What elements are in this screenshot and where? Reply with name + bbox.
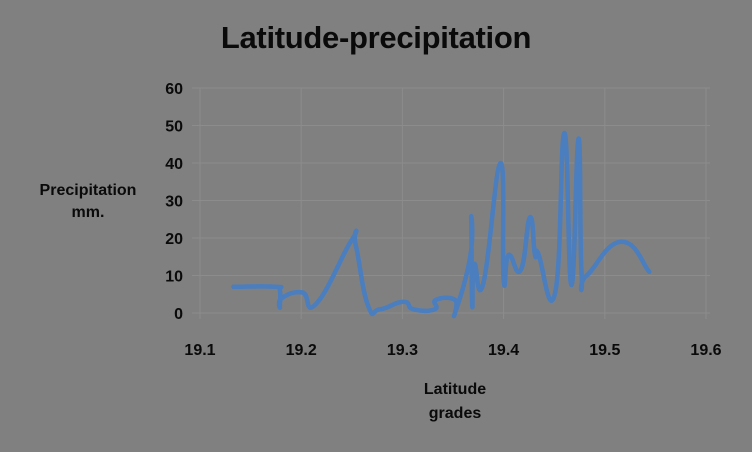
y-axis-label-line-1: Precipitation [39,182,137,199]
y-tick-label: 30 [165,194,183,211]
y-axis-label: Precipitation mm. [18,180,158,224]
x-axis-label: Latitude grades [370,378,540,426]
x-tick-label: 19.2 [286,342,317,359]
y-tick-label: 50 [165,119,183,136]
y-tick-label: 0 [174,306,183,323]
x-axis-label-line-2: grades [428,405,482,422]
precipitation-line [231,130,652,319]
chart-title: Latitude-precipitation [220,20,532,55]
x-tick-label: 19.6 [690,342,721,359]
x-tick-label: 19.5 [589,342,620,359]
y-tick-label: 10 [165,269,183,286]
x-tick-label: 19.3 [387,342,418,359]
y-tick-label: 40 [165,156,183,173]
x-axis-label-line-1: Latitude [423,381,487,398]
y-axis-ticks: 0 10 20 30 40 50 60 [165,81,183,323]
x-tick-label: 19.1 [184,342,215,359]
y-axis-label-line-2: mm. [71,204,105,221]
x-axis-ticks: 19.1 19.2 19.3 19.4 19.5 19.6 [184,342,721,359]
x-tick-label: 19.4 [488,342,519,359]
y-tick-label: 20 [165,231,183,248]
gridlines [192,87,710,319]
y-tick-label: 60 [165,81,183,98]
